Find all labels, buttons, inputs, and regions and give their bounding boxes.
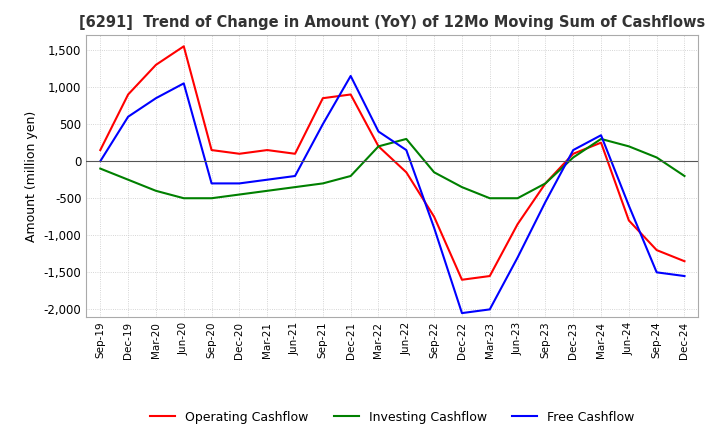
Operating Cashflow [235, 151, 243, 156]
Operating Cashflow [96, 147, 104, 153]
Investing Cashflow [235, 192, 243, 197]
Operating Cashflow [179, 44, 188, 49]
Free Cashflow [124, 114, 132, 119]
Free Cashflow [569, 147, 577, 153]
Operating Cashflow [680, 259, 689, 264]
Free Cashflow [263, 177, 271, 182]
Free Cashflow [624, 203, 633, 208]
Operating Cashflow [513, 221, 522, 227]
Investing Cashflow [263, 188, 271, 194]
Operating Cashflow [652, 247, 661, 253]
Investing Cashflow [207, 196, 216, 201]
Free Cashflow [318, 121, 327, 127]
Investing Cashflow [179, 196, 188, 201]
Free Cashflow [207, 181, 216, 186]
Free Cashflow [374, 129, 383, 134]
Investing Cashflow [152, 188, 161, 194]
Operating Cashflow [346, 92, 355, 97]
Free Cashflow [179, 81, 188, 86]
Operating Cashflow [318, 95, 327, 101]
Free Cashflow [597, 132, 606, 138]
Investing Cashflow [402, 136, 410, 142]
Y-axis label: Amount (million yen): Amount (million yen) [25, 110, 38, 242]
Legend: Operating Cashflow, Investing Cashflow, Free Cashflow: Operating Cashflow, Investing Cashflow, … [145, 406, 639, 429]
Free Cashflow [402, 147, 410, 153]
Investing Cashflow [124, 177, 132, 182]
Free Cashflow [541, 199, 550, 205]
Operating Cashflow [374, 144, 383, 149]
Operating Cashflow [124, 92, 132, 97]
Free Cashflow [235, 181, 243, 186]
Investing Cashflow [485, 196, 494, 201]
Operating Cashflow [430, 214, 438, 220]
Investing Cashflow [458, 184, 467, 190]
Investing Cashflow [374, 144, 383, 149]
Free Cashflow [513, 255, 522, 260]
Free Cashflow [680, 273, 689, 279]
Free Cashflow [430, 225, 438, 231]
Operating Cashflow [541, 181, 550, 186]
Investing Cashflow [680, 173, 689, 179]
Investing Cashflow [597, 136, 606, 142]
Operating Cashflow [458, 277, 467, 282]
Operating Cashflow [569, 151, 577, 156]
Title: [6291]  Trend of Change in Amount (YoY) of 12Mo Moving Sum of Cashflows: [6291] Trend of Change in Amount (YoY) o… [79, 15, 706, 30]
Free Cashflow [346, 73, 355, 79]
Free Cashflow [652, 270, 661, 275]
Free Cashflow [291, 173, 300, 179]
Investing Cashflow [541, 181, 550, 186]
Investing Cashflow [430, 170, 438, 175]
Operating Cashflow [597, 140, 606, 145]
Free Cashflow [458, 311, 467, 316]
Operating Cashflow [207, 147, 216, 153]
Free Cashflow [96, 158, 104, 164]
Line: Operating Cashflow: Operating Cashflow [100, 46, 685, 280]
Operating Cashflow [485, 273, 494, 279]
Operating Cashflow [402, 170, 410, 175]
Line: Investing Cashflow: Investing Cashflow [100, 139, 685, 198]
Investing Cashflow [291, 184, 300, 190]
Investing Cashflow [513, 196, 522, 201]
Operating Cashflow [263, 147, 271, 153]
Investing Cashflow [318, 181, 327, 186]
Free Cashflow [152, 95, 161, 101]
Operating Cashflow [624, 218, 633, 223]
Investing Cashflow [96, 166, 104, 171]
Line: Free Cashflow: Free Cashflow [100, 76, 685, 313]
Investing Cashflow [569, 155, 577, 160]
Free Cashflow [485, 307, 494, 312]
Operating Cashflow [152, 62, 161, 67]
Operating Cashflow [291, 151, 300, 156]
Investing Cashflow [346, 173, 355, 179]
Investing Cashflow [652, 155, 661, 160]
Investing Cashflow [624, 144, 633, 149]
